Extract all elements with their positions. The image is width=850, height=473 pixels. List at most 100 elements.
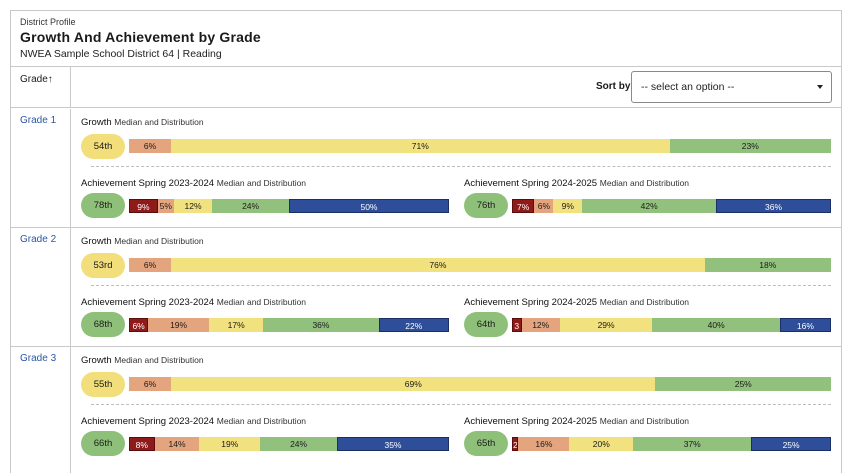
distribution-segment: 22% xyxy=(378,318,449,332)
grade-row: Grade 2 Growth Median and Distribution 5… xyxy=(11,228,842,347)
distribution-segment: 17% xyxy=(208,318,264,332)
distribution-segment: 37% xyxy=(633,437,752,451)
distribution-segment: 12% xyxy=(173,199,213,213)
ach-2324-sublabel: Median and Distribution xyxy=(216,178,307,188)
ach-2324-title: Achievement Spring 2023-2024 Median and … xyxy=(81,178,306,189)
ach-2324-sublabel: Median and Distribution xyxy=(216,416,307,426)
ach-2425-median-pill: 65th xyxy=(464,431,508,456)
sort-select[interactable]: -- select an option -- xyxy=(631,71,832,103)
distribution-segment: 19% xyxy=(199,437,261,451)
grade-link[interactable]: Grade 1 xyxy=(11,109,71,227)
grade-content: Growth Median and Distribution 54th 6% 71… xyxy=(81,109,833,227)
distribution-segment: 36% xyxy=(263,318,379,332)
growth-label: Growth xyxy=(81,236,112,247)
report-frame: District Profile Growth And Achievement … xyxy=(10,10,842,473)
ach-2324-label: Achievement Spring 2023-2024 xyxy=(81,416,215,427)
distribution-segment: 5% xyxy=(157,199,174,213)
growth-sublabel: Median and Distribution xyxy=(114,117,204,127)
grade-row: Grade 1 Growth Median and Distribution 5… xyxy=(11,109,842,228)
ach-2425-label: Achievement Spring 2024-2025 xyxy=(464,416,598,427)
distribution-segment: 20% xyxy=(569,437,634,451)
sort-by-label: Sort by xyxy=(596,81,631,92)
growth-label: Growth xyxy=(81,355,112,366)
grade-sort-header[interactable]: Grade↑ xyxy=(11,67,71,107)
distribution-segment: 6% xyxy=(129,318,149,332)
ach-2425-median-pill: 64th xyxy=(464,312,508,337)
grade-link[interactable]: Grade 3 xyxy=(11,347,71,473)
ach-2324-median-pill: 68th xyxy=(81,312,125,337)
chevron-down-icon xyxy=(817,85,823,89)
growth-title: Growth Median and Distribution xyxy=(81,355,204,366)
ach-2324-median-pill: 78th xyxy=(81,193,125,218)
distribution-segment: 23% xyxy=(669,139,831,153)
grade-content: Growth Median and Distribution 53rd 6% 76… xyxy=(81,228,833,346)
distribution-segment: 16% xyxy=(518,437,570,451)
growth-median-pill: 54th xyxy=(81,134,125,159)
row-divider xyxy=(91,285,831,286)
ach-2324-sublabel: Median and Distribution xyxy=(216,297,307,307)
ach-2324-bar: 9% 5% 12% 24% 50% xyxy=(129,199,449,213)
ach-2425-bar: 7% 6% 9% 42% 36% xyxy=(512,199,831,213)
row-divider xyxy=(91,166,831,167)
distribution-segment: 7% xyxy=(512,199,535,213)
ach-2425-title: Achievement Spring 2024-2025 Median and … xyxy=(464,178,689,189)
ach-2425-title: Achievement Spring 2024-2025 Median and … xyxy=(464,297,689,308)
distribution-segment: 8% xyxy=(129,437,155,451)
ach-2324-label: Achievement Spring 2023-2024 xyxy=(81,178,215,189)
distribution-segment: 71% xyxy=(171,139,670,153)
ach-2324-title: Achievement Spring 2023-2024 Median and … xyxy=(81,297,306,308)
grade-column-label: Grade xyxy=(20,74,48,85)
distribution-segment: 19% xyxy=(148,318,209,332)
ach-2324-label: Achievement Spring 2023-2024 xyxy=(81,297,215,308)
distribution-segment: 35% xyxy=(336,437,449,451)
distribution-segment: 76% xyxy=(171,258,705,272)
growth-median-pill: 53rd xyxy=(81,253,125,278)
ach-2324-title: Achievement Spring 2023-2024 Median and … xyxy=(81,416,306,427)
distribution-segment: 6% xyxy=(534,199,554,213)
distribution-segment: 6% xyxy=(129,377,172,391)
ach-2324-bar: 8% 14% 19% 24% 35% xyxy=(129,437,449,451)
growth-title: Growth Median and Distribution xyxy=(81,117,204,128)
distribution-segment: 9% xyxy=(129,199,158,213)
distribution-segment: 40% xyxy=(652,318,780,332)
growth-bar: 6% 69% 25% xyxy=(129,377,831,391)
distribution-segment: 24% xyxy=(260,437,337,451)
distribution-segment: 16% xyxy=(779,318,831,332)
distribution-segment: 29% xyxy=(559,318,653,332)
distribution-segment: 9% xyxy=(553,199,583,213)
distribution-segment: 24% xyxy=(212,199,289,213)
distribution-segment: 2 xyxy=(512,437,519,451)
sort-select-value: -- select an option -- xyxy=(641,81,735,93)
growth-label: Growth xyxy=(81,117,112,128)
distribution-segment: 42% xyxy=(582,199,717,213)
sort-ascending-icon: ↑ xyxy=(47,74,53,85)
ach-2425-sublabel: Median and Distribution xyxy=(599,178,690,188)
distribution-segment: 6% xyxy=(129,139,172,153)
distribution-segment: 25% xyxy=(655,377,831,391)
growth-bar: 6% 71% 23% xyxy=(129,139,831,153)
growth-sublabel: Median and Distribution xyxy=(114,236,204,246)
ach-2425-sublabel: Median and Distribution xyxy=(599,297,690,307)
distribution-segment: 3 xyxy=(512,318,522,332)
grade-row: Grade 3 Growth Median and Distribution 5… xyxy=(11,347,842,473)
growth-median-pill: 55th xyxy=(81,372,125,397)
ach-2425-label: Achievement Spring 2024-2025 xyxy=(464,178,598,189)
page-title: Growth And Achievement by Grade xyxy=(20,29,261,45)
grade-link[interactable]: Grade 2 xyxy=(11,228,71,346)
ach-2425-label: Achievement Spring 2024-2025 xyxy=(464,297,598,308)
growth-title: Growth Median and Distribution xyxy=(81,236,204,247)
distribution-segment: 6% xyxy=(129,258,172,272)
distribution-segment: 36% xyxy=(716,199,831,213)
growth-sublabel: Median and Distribution xyxy=(114,355,204,365)
ach-2324-median-pill: 66th xyxy=(81,431,125,456)
ach-2425-bar: 2 16% 20% 37% 25% xyxy=(512,437,831,451)
distribution-segment: 50% xyxy=(288,199,449,213)
ach-2425-bar: 3 12% 29% 40% 16% xyxy=(512,318,831,332)
page-subtitle: NWEA Sample School District 64 | Reading xyxy=(20,48,222,60)
column-header: Grade↑ Sort by -- select an option -- xyxy=(11,67,842,108)
distribution-segment: 69% xyxy=(171,377,656,391)
ach-2425-sublabel: Median and Distribution xyxy=(599,416,690,426)
distribution-segment: 25% xyxy=(751,437,831,451)
ach-2425-median-pill: 76th xyxy=(464,193,508,218)
distribution-segment: 18% xyxy=(704,258,831,272)
